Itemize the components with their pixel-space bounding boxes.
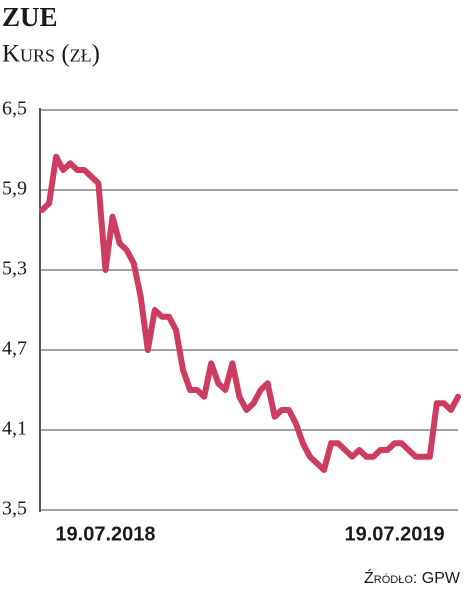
y-tick-label: 5,3 <box>2 258 27 280</box>
price-line <box>39 153 461 473</box>
y-tick-label: 4,7 <box>2 338 27 360</box>
chart-subtitle: Kurs (zł) <box>2 41 100 68</box>
source: Źródło: GPW <box>364 568 461 587</box>
chart-title: ZUE <box>2 2 58 32</box>
y-tick-label: 6,5 <box>2 98 27 120</box>
y-tick-label: 5,9 <box>2 178 27 200</box>
x-tick-label: 19.07.2019 <box>344 523 444 545</box>
y-tick-label: 3,5 <box>2 498 27 520</box>
x-tick-label: 19.07.2018 <box>55 523 155 545</box>
y-tick-label: 4,1 <box>2 418 27 440</box>
